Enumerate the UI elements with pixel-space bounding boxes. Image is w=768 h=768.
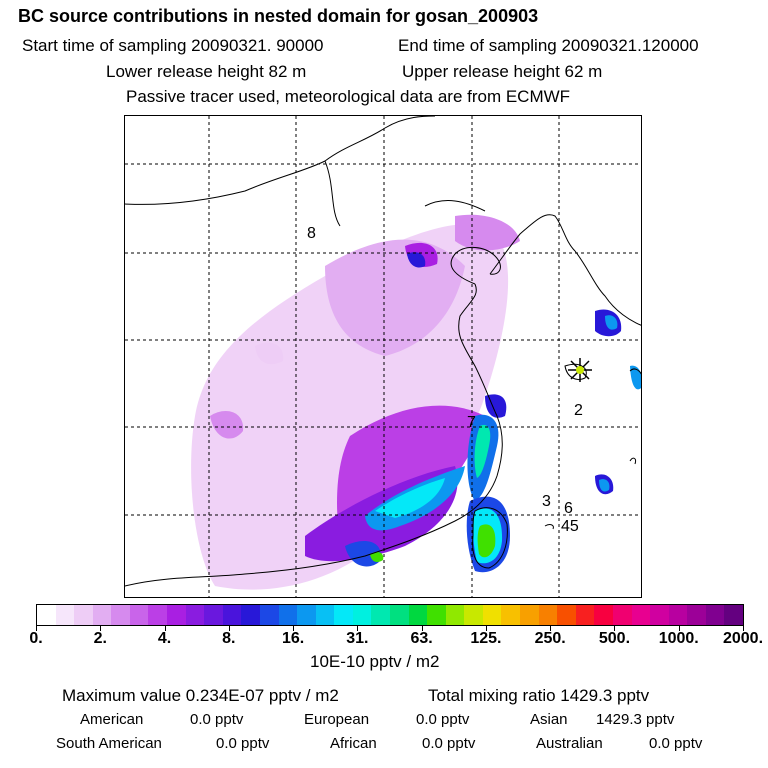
colorbar-swatch <box>92 605 112 625</box>
colorbar-swatch <box>594 605 613 625</box>
south-american-value: 0.0 pptv <box>216 735 270 752</box>
colorbar-swatch <box>74 605 93 625</box>
colorbar-tick <box>421 625 423 631</box>
region-label-7: 7 <box>467 414 476 431</box>
colorbar-swatch <box>148 605 168 625</box>
colorbar-swatch <box>520 605 539 625</box>
american-value: 0.0 pptv <box>190 711 244 728</box>
colorbar-swatch <box>222 605 242 625</box>
plot-title: BC source contributions in nested domain… <box>18 6 539 26</box>
colorbar-swatch <box>687 605 706 625</box>
receptor-star-marker <box>568 358 592 382</box>
asian-label: Asian <box>530 711 568 728</box>
colorbar-tick-label: 2. <box>93 630 107 647</box>
colorbar-swatch <box>538 605 558 625</box>
colorbar-swatch <box>259 605 279 625</box>
colorbar-swatch <box>278 605 298 625</box>
european-value: 0.0 pptv <box>416 711 470 728</box>
colorbar-swatch <box>185 605 205 625</box>
australian-label: Australian <box>536 735 603 752</box>
colorbar-swatch <box>371 605 390 625</box>
colorbar-swatch <box>389 605 409 625</box>
colorbar-swatch <box>204 605 223 625</box>
upper-release-height: Upper release height 62 m <box>402 62 603 81</box>
colorbar-swatch <box>37 605 56 625</box>
colorbar-tick <box>743 625 744 631</box>
european-label: European <box>304 711 370 728</box>
start-time-label: Start time of sampling 20090321. 90000 <box>22 36 324 55</box>
colorbar-tick <box>100 625 102 631</box>
colorbar-unit: 10E-10 pptv / m2 <box>310 652 440 671</box>
south-american-label: South American <box>56 735 162 752</box>
african-value: 0.0 pptv <box>422 735 476 752</box>
colorbar-swatch <box>482 605 502 625</box>
region-label-6: 6 <box>564 500 573 517</box>
colorbar-swatch <box>557 605 576 625</box>
region-label-2: 2 <box>574 402 583 419</box>
colorbar-tick-label: 8. <box>222 630 236 647</box>
colorbar-swatch <box>167 605 186 625</box>
colorbar-swatch <box>297 605 316 625</box>
map-canvas <box>125 116 641 597</box>
graticule <box>125 116 641 597</box>
colorbar-tick <box>485 625 487 631</box>
colorbar-tick <box>293 625 295 631</box>
colorbar-tick-label: 500. <box>598 630 631 647</box>
colorbar-tick-label: 250. <box>534 630 566 647</box>
asian-value: 1429.3 pptv <box>596 711 675 728</box>
american-label: American <box>80 711 144 728</box>
colorbar-swatch <box>241 605 260 625</box>
coastlines <box>125 116 641 587</box>
colorbar-swatch <box>612 605 632 625</box>
colorbar-tick <box>678 625 680 631</box>
colorbar-swatch <box>445 605 465 625</box>
lower-release-height: Lower release height 82 m <box>106 62 307 81</box>
colorbar <box>36 604 744 626</box>
colorbar-swatch <box>724 605 743 625</box>
colorbar-tick <box>164 625 166 631</box>
colorbar-swatch <box>705 605 725 625</box>
tracer-note: Passive tracer used, meteorological data… <box>126 87 571 106</box>
australian-value: 0.0 pptv <box>649 735 703 752</box>
colorbar-tick <box>36 625 37 631</box>
colorbar-tick <box>550 625 552 631</box>
colorbar-tick-label: 63. <box>410 630 433 647</box>
colorbar-swatch <box>334 605 353 625</box>
colorbar-swatch <box>575 605 595 625</box>
colorbar-swatch <box>352 605 372 625</box>
colorbar-tick-label: 16. <box>281 630 305 647</box>
colorbar-swatch <box>464 605 483 625</box>
colorbar-swatch <box>129 605 149 625</box>
colorbar-tick <box>357 625 359 631</box>
region-label-3: 3 <box>542 493 551 510</box>
colorbar-tick <box>614 625 616 631</box>
colorbar-tick-label: 4. <box>157 630 172 647</box>
region-label-8: 8 <box>307 225 316 242</box>
colorbar-swatch <box>668 605 688 625</box>
colorbar-swatch <box>501 605 521 625</box>
colorbar-swatch <box>408 605 428 625</box>
colorbar-tick-label: 125. <box>470 630 502 647</box>
colorbar-tick-label: 0. <box>29 630 43 647</box>
colorbar-swatch <box>427 605 446 625</box>
colorbar-swatch <box>631 605 651 625</box>
colorbar-swatch <box>650 605 669 625</box>
total-mixing-ratio: Total mixing ratio 1429.3 pptv <box>428 686 650 705</box>
colorbar-swatch <box>315 605 335 625</box>
colorbar-tick <box>228 625 230 631</box>
colorbar-tick-label: 31. <box>346 630 369 647</box>
region-label-45: 45 <box>561 518 579 535</box>
end-time-label: End time of sampling 20090321.120000 <box>398 36 699 55</box>
maximum-value: Maximum value 0.234E-07 pptv / m2 <box>62 686 339 705</box>
colorbar-tick-label: 1000. <box>658 630 699 647</box>
concentration-field <box>191 214 641 590</box>
colorbar-tick-label: 2000. <box>722 630 764 647</box>
colorbar-swatch <box>111 605 130 625</box>
colorbar-swatch <box>55 605 75 625</box>
african-label: African <box>330 735 377 752</box>
map-panel: 8 7 2 3 6 45 <box>124 115 642 598</box>
